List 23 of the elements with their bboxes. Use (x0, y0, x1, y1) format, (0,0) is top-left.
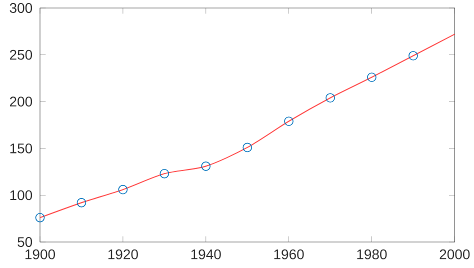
point (284, 116, 294, 126)
x-tick-label: 1940 (191, 249, 221, 260)
x-tick-label: 1960 (274, 249, 304, 260)
line-series (39, 34, 456, 218)
x-tick-label: 2000 (440, 249, 470, 260)
y-tick-label: 200 (10, 96, 32, 107)
point (242, 142, 252, 152)
point (118, 184, 128, 194)
x-tick-label: 1980 (357, 249, 387, 260)
point (76, 198, 86, 208)
y-tick-label: 150 (10, 143, 32, 154)
point (367, 72, 376, 82)
y-tick-label: 300 (10, 3, 32, 13)
x-tick-label: 1900 (25, 249, 56, 260)
point (35, 212, 45, 222)
y-tick-label: 100 (10, 190, 32, 200)
y-tick-label: 250 (10, 50, 32, 60)
point (160, 169, 170, 178)
point (408, 51, 418, 60)
point (201, 162, 211, 171)
x-tick-label: 1920 (108, 249, 138, 260)
point (326, 93, 335, 103)
y-tick-label: 50 (18, 237, 32, 247)
